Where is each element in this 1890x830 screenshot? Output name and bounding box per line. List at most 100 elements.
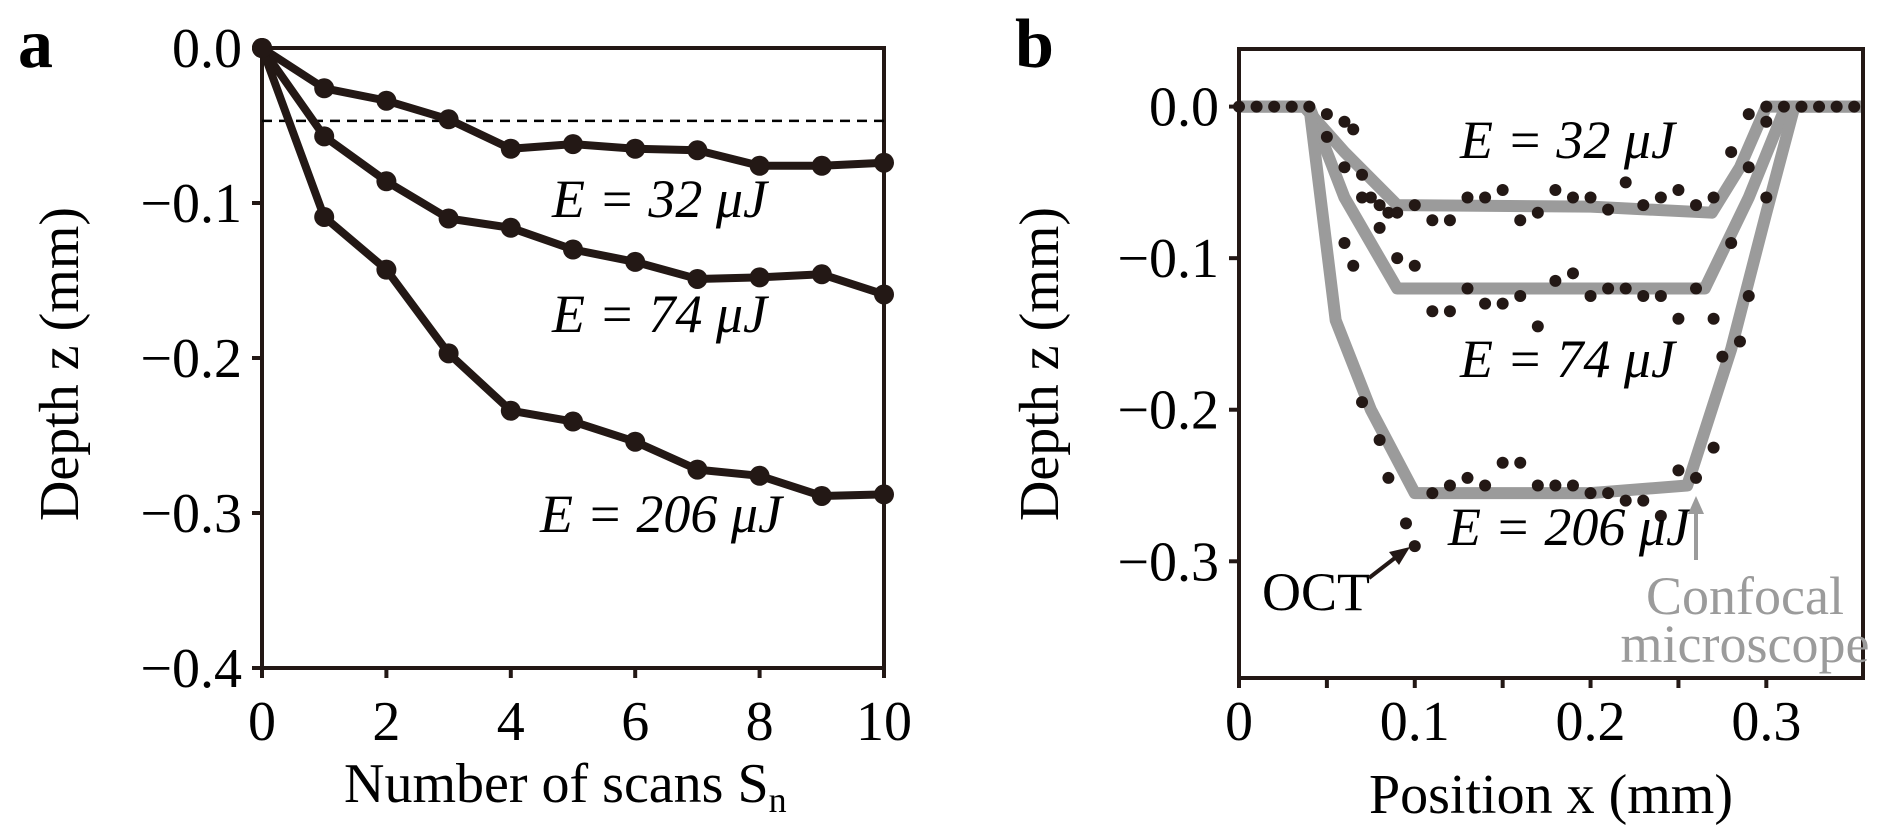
x-tick-label: 0.1 xyxy=(1380,691,1450,753)
data-point xyxy=(563,134,583,155)
oct-point xyxy=(1549,274,1562,287)
oct-point xyxy=(1602,487,1615,500)
oct-point xyxy=(1637,494,1650,507)
oct-arrowhead-icon xyxy=(1389,547,1410,565)
oct-point xyxy=(1268,100,1281,113)
panel-b-label: b xyxy=(1015,6,1054,83)
x-tick-label: 0.3 xyxy=(1731,691,1801,753)
oct-point xyxy=(1443,305,1456,318)
confocal-arrowhead-icon xyxy=(1688,496,1704,514)
oct-point xyxy=(1654,290,1667,303)
y-tick-label: −0.1 xyxy=(1117,228,1219,290)
oct-point xyxy=(1584,290,1597,303)
y-tick-label: −0.2 xyxy=(1117,380,1219,442)
data-point xyxy=(438,343,459,364)
oct-point xyxy=(1690,471,1703,484)
oct-point xyxy=(1637,290,1650,303)
oct-point xyxy=(1531,479,1544,492)
oct-point xyxy=(1426,305,1439,318)
data-point xyxy=(749,155,770,176)
oct-point xyxy=(1707,312,1720,325)
oct-point xyxy=(1391,206,1404,219)
oct-point xyxy=(1373,221,1386,234)
oct-point xyxy=(1496,456,1509,469)
oct-point xyxy=(1356,396,1369,409)
y-tick-label: −0.4 xyxy=(140,638,242,700)
oct-point xyxy=(1716,350,1729,363)
oct-point xyxy=(1320,108,1333,121)
data-point xyxy=(500,138,521,159)
data-point xyxy=(500,217,521,238)
oct-point xyxy=(1356,191,1369,204)
data-point xyxy=(874,284,894,305)
oct-point xyxy=(1461,282,1474,295)
panel-a-label-206: E = 206 μJ xyxy=(539,484,785,544)
data-point xyxy=(376,259,397,280)
y-tick-label: 0.0 xyxy=(1149,77,1219,139)
oct-point xyxy=(1443,214,1456,227)
oct-point xyxy=(1531,320,1544,333)
oct-point xyxy=(1461,471,1474,484)
oct-point xyxy=(1461,191,1474,204)
panel-a-xlabel-main: Number of scans S xyxy=(344,753,769,815)
oct-point xyxy=(1725,146,1738,159)
panel-b-plot-frame xyxy=(1237,47,1865,680)
oct-point xyxy=(1364,191,1377,204)
oct-point xyxy=(1479,191,1492,204)
oct-point xyxy=(1707,191,1720,204)
panel-b-ylabel: Depth z (mm) xyxy=(1009,207,1071,521)
oct-point xyxy=(1654,509,1667,522)
x-tick-label: 0 xyxy=(1225,691,1253,753)
oct-point xyxy=(1408,540,1421,553)
oct-point xyxy=(1707,441,1720,454)
oct-point xyxy=(1408,199,1421,212)
panel-a-ylabel: Depth z (mm) xyxy=(29,207,91,521)
oct-point xyxy=(1795,100,1808,113)
y-tick-label: −0.3 xyxy=(1117,531,1219,593)
panel-b-label-74: E = 74 μJ xyxy=(1459,329,1678,389)
oct-annotation: OCT xyxy=(1262,562,1370,622)
oct-point xyxy=(1672,183,1685,196)
oct-point xyxy=(1619,282,1632,295)
panel-b-label-32: E = 32 μJ xyxy=(1459,110,1678,170)
oct-point xyxy=(1742,108,1755,121)
oct-point xyxy=(1777,100,1790,113)
oct-point xyxy=(1320,130,1333,143)
oct-point xyxy=(1443,479,1456,492)
panel-a-xlabel-sub: n xyxy=(769,780,787,820)
oct-point xyxy=(1347,123,1360,136)
oct-point xyxy=(1338,161,1351,174)
y-tick-label: −0.2 xyxy=(140,328,242,390)
oct-point xyxy=(1479,297,1492,310)
oct-point xyxy=(1373,199,1386,212)
oct-point xyxy=(1672,464,1685,477)
x-tick-label: 0.2 xyxy=(1556,691,1626,753)
oct-point xyxy=(1514,290,1527,303)
oct-point xyxy=(1672,312,1685,325)
x-tick-label: 6 xyxy=(621,691,649,753)
oct-point xyxy=(1250,100,1263,113)
oct-point xyxy=(1760,191,1773,204)
oct-point xyxy=(1549,479,1562,492)
panel-a-label-32: E = 32 μJ xyxy=(551,169,770,229)
x-tick-label: 0 xyxy=(248,691,276,753)
oct-point xyxy=(1285,100,1298,113)
data-point xyxy=(314,206,335,227)
oct-point xyxy=(1742,290,1755,303)
oct-point xyxy=(1399,517,1412,530)
oct-point xyxy=(1742,161,1755,174)
x-tick-label: 8 xyxy=(746,691,774,753)
oct-point xyxy=(1760,115,1773,128)
oct-point xyxy=(1584,191,1597,204)
oct-point xyxy=(1338,115,1351,128)
data-point xyxy=(811,485,832,506)
oct-point xyxy=(1426,214,1439,227)
confocal-annotation-line1: Confocal xyxy=(1646,566,1844,626)
oct-point xyxy=(1830,100,1843,113)
oct-point xyxy=(1566,267,1579,280)
panel-b-label-206: E = 206 μJ xyxy=(1447,497,1693,557)
data-point xyxy=(625,138,646,159)
oct-point xyxy=(1566,479,1579,492)
panel-a-label: a xyxy=(18,6,53,83)
data-point xyxy=(749,267,770,288)
